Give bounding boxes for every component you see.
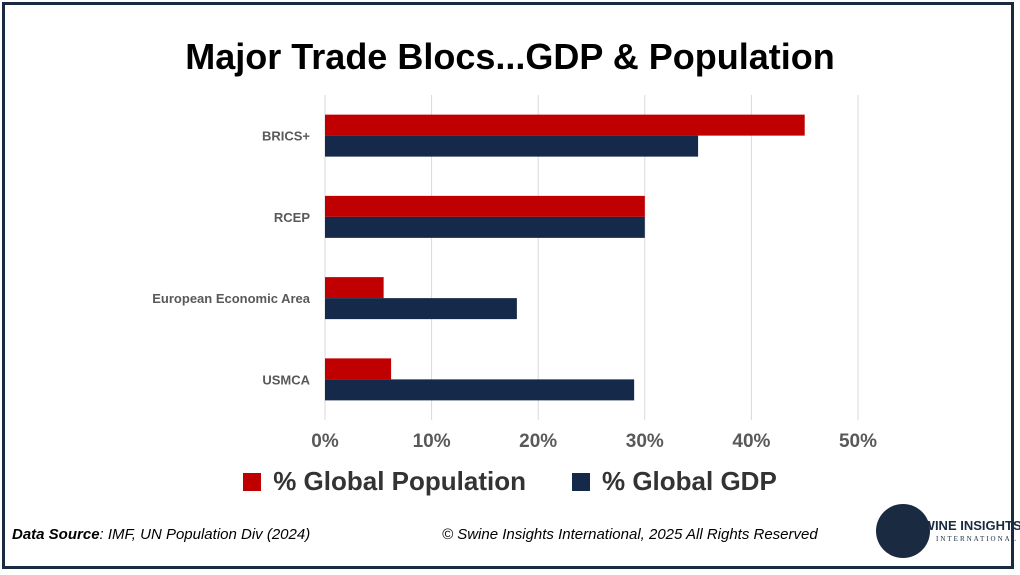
bar-gdp (325, 135, 699, 157)
bar-gdp (325, 216, 645, 238)
data-source-label: Data Source (12, 526, 100, 543)
slide-frame (2, 2, 1014, 569)
company-logo: SWINE INSIGHTS INTERNATIONAL (876, 504, 1020, 560)
bar-population (325, 277, 384, 299)
bar-population (325, 114, 805, 136)
logo-subtitle: INTERNATIONAL (936, 535, 1018, 543)
bar-population (325, 195, 645, 217)
chart-title: Major Trade Blocs...GDP & Population (185, 36, 835, 77)
x-tick-labels: 0% 10% 20% 30% 40% 50% (311, 431, 877, 452)
category-label: European Economic Area (152, 291, 310, 306)
bar-population (325, 358, 392, 380)
bar-gdp (325, 379, 635, 401)
bars (325, 114, 805, 401)
logo-pig-mark-icon (876, 504, 930, 558)
legend-swatch-population (243, 472, 262, 491)
x-tick-label: 40% (732, 431, 770, 452)
x-tick-label: 20% (519, 431, 557, 452)
legend-item-gdp: % Global GDP (571, 466, 777, 497)
bar-gdp (325, 298, 517, 320)
x-tick-label: 10% (413, 431, 451, 452)
x-tick-label: 30% (626, 431, 664, 452)
category-label: RCEP (274, 210, 310, 225)
data-source-text: : IMF, UN Population Div (2024) (99, 526, 311, 543)
logo-wordmark: SWINE INSIGHTS (914, 518, 1020, 533)
copyright-note: © Swine Insights International, 2025 All… (442, 526, 818, 543)
x-tick-label: 0% (311, 431, 339, 452)
chart-legend: % Global Population % Global GDP (0, 466, 1020, 497)
category-labels: BRICS+ RCEP European Economic Area USMCA (152, 129, 310, 388)
legend-item-population: % Global Population (243, 466, 526, 497)
category-label: USMCA (262, 372, 310, 387)
data-source-note: Data Source: IMF, UN Population Div (202… (12, 526, 310, 543)
category-label: BRICS+ (262, 129, 310, 144)
legend-label-population: % Global Population (273, 466, 526, 496)
x-tick-label: 50% (839, 431, 877, 452)
legend-swatch-gdp (571, 472, 590, 491)
legend-label-gdp: % Global GDP (601, 466, 777, 496)
